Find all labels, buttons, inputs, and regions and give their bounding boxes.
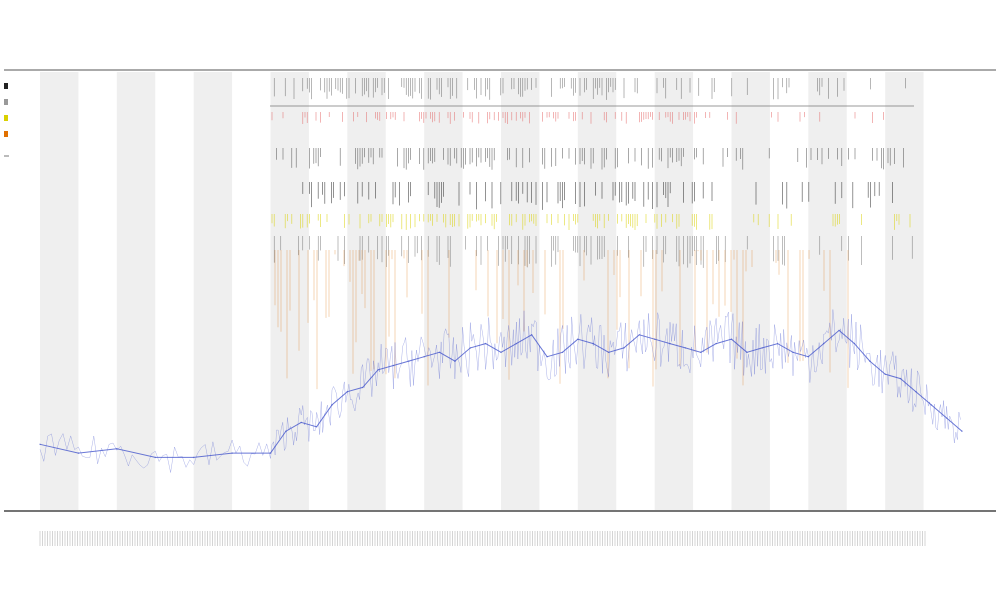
data-point <box>116 447 118 450</box>
data-point <box>361 386 364 389</box>
background-band <box>347 72 386 510</box>
data-point <box>192 456 195 459</box>
data-point <box>423 355 426 358</box>
data-point <box>730 338 733 341</box>
data-point <box>592 342 594 345</box>
data-point <box>77 452 80 454</box>
data-point <box>915 390 917 393</box>
data-point <box>484 342 487 345</box>
legend-swatch <box>4 131 8 137</box>
legend-swatch <box>4 115 8 121</box>
data-point <box>408 360 410 362</box>
background-bands <box>40 72 924 510</box>
legend-swatch <box>4 83 8 89</box>
data-point <box>945 417 948 419</box>
data-point <box>715 342 717 345</box>
data-point <box>961 430 963 433</box>
event-marks <box>271 78 913 390</box>
background-band <box>193 72 233 510</box>
data-point <box>300 421 303 424</box>
data-point <box>530 334 533 336</box>
background-band <box>424 72 463 510</box>
background-band <box>577 72 617 510</box>
data-point <box>331 404 333 406</box>
background-band <box>808 72 847 510</box>
data-point <box>577 338 579 341</box>
data-point <box>792 351 794 354</box>
data-point <box>231 452 233 454</box>
data-point <box>285 430 287 433</box>
series-layer <box>39 309 963 473</box>
data-point <box>561 351 564 354</box>
data-point <box>377 369 379 371</box>
data-point <box>684 347 687 349</box>
legend <box>4 83 9 157</box>
data-point <box>700 351 702 354</box>
data-point <box>761 347 763 349</box>
background-band <box>654 72 694 510</box>
data-point <box>838 329 840 332</box>
legend-swatch <box>4 99 8 105</box>
background-band <box>885 72 924 510</box>
series-line <box>39 329 963 458</box>
data-point <box>515 342 518 345</box>
data-point <box>884 373 886 376</box>
data-point <box>607 351 610 354</box>
background-band <box>40 72 79 510</box>
data-point <box>638 334 641 336</box>
data-point <box>746 351 748 354</box>
data-point <box>454 360 456 362</box>
data-point <box>315 426 318 428</box>
data-point <box>346 390 349 393</box>
x-tick-labels <box>39 531 926 546</box>
data-point <box>653 338 656 341</box>
data-point <box>469 347 472 349</box>
series-noise <box>39 309 961 473</box>
data-point <box>500 351 502 354</box>
background-band <box>731 72 770 510</box>
data-point <box>853 342 856 345</box>
data-point <box>776 342 779 345</box>
data-point <box>822 342 825 345</box>
data-point <box>392 364 395 367</box>
data-point <box>438 351 441 354</box>
data-point <box>899 377 902 380</box>
background-band <box>501 72 540 510</box>
data-point <box>869 360 871 362</box>
background-band <box>116 72 156 510</box>
data-point <box>39 443 41 446</box>
data-point <box>269 452 272 454</box>
data-point <box>807 355 810 358</box>
data-point <box>669 342 671 345</box>
data-point <box>930 404 933 406</box>
data-point <box>154 456 157 459</box>
data-point <box>546 355 548 358</box>
data-point <box>623 347 625 349</box>
